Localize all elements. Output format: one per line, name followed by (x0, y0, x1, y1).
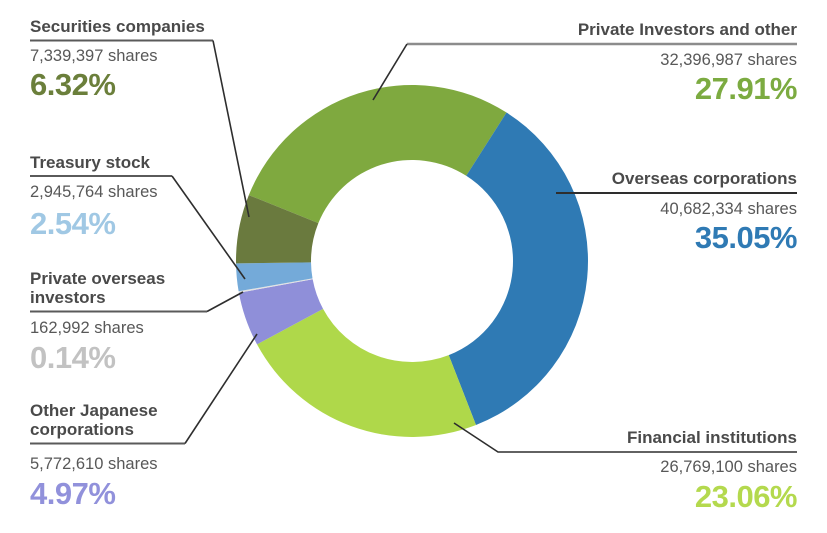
slice-overseas-corporations (448, 112, 588, 425)
private-overseas-leader-line (206, 291, 244, 313)
financial-leader-line (453, 422, 797, 453)
treasury-leader-line (171, 175, 246, 280)
overseas-shares: 40,682,334 shares (660, 200, 797, 218)
slice-securities-companies (236, 195, 319, 264)
private-investors-shares: 32,396,987 shares (660, 51, 797, 69)
treasury-shares: 2,945,764 shares (30, 183, 158, 201)
slice-private-investors-and-other (248, 85, 507, 224)
private-overseas-shares: 162,992 shares (30, 319, 144, 337)
slice-private-overseas-investors (238, 278, 313, 293)
overseas-label: Overseas corporations (611, 169, 797, 188)
donut-rings (236, 85, 588, 437)
securities-leader-line (212, 40, 250, 218)
private-investors-percent: 27.91% (694, 71, 798, 106)
securities-shares: 7,339,397 shares (30, 47, 158, 65)
private-overseas-percent: 0.14% (30, 340, 116, 375)
securities-percent: 6.32% (30, 67, 116, 102)
other-japanese-label: Other Japanese corporations (30, 401, 158, 439)
other-japanese-leader-line (184, 333, 258, 444)
overseas-percent: 35.05% (694, 220, 798, 255)
financial-label: Financial institutions (626, 428, 797, 447)
other-japanese-percent: 4.97% (30, 476, 116, 511)
treasury-percent: 2.54% (30, 206, 116, 241)
financial-percent: 23.06% (694, 479, 798, 514)
private-investors-label: Private Investors and other (577, 20, 797, 39)
slice-other-japanese-corporations (238, 279, 324, 345)
other-japanese-shares: 5,772,610 shares (30, 455, 158, 473)
slice-treasury-stock (236, 262, 313, 292)
treasury-label: Treasury stock (30, 153, 151, 172)
private-investors-leader-line (372, 43, 408, 101)
financial-shares: 26,769,100 shares (660, 458, 797, 476)
slice-financial-institutions (257, 308, 476, 437)
private-overseas-label: Private overseas investors (30, 269, 166, 307)
securities-label: Securities companies (30, 17, 205, 36)
